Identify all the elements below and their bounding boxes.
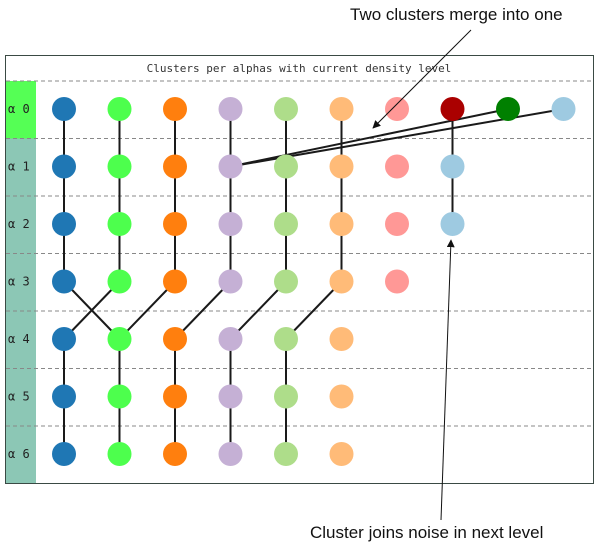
- cluster-edge: [230, 108, 509, 168]
- cluster-node: [274, 97, 298, 121]
- level-separators: [6, 80, 593, 427]
- level-band: [6, 311, 36, 369]
- level-band: [6, 426, 36, 483]
- noise-annotation-arrow: [440, 239, 455, 521]
- level-band: [6, 368, 36, 426]
- cluster-node: [385, 154, 409, 179]
- cluster-node: [218, 97, 243, 121]
- cluster-node: [274, 442, 298, 466]
- cluster-node: [496, 97, 520, 121]
- plot-frame: [5, 55, 594, 484]
- cluster-node: [329, 97, 354, 121]
- cluster-node: [274, 212, 298, 236]
- cluster-node: [385, 97, 409, 121]
- cluster-node: [52, 442, 76, 466]
- cluster-node: [329, 154, 354, 179]
- cluster-node: [163, 212, 187, 236]
- level-band: [6, 81, 36, 139]
- cluster-node: [107, 97, 132, 121]
- cluster-node: [218, 212, 243, 236]
- level-band: [6, 196, 36, 254]
- cluster-node: [274, 384, 298, 409]
- cluster-node: [274, 154, 298, 179]
- level-band: [6, 138, 36, 196]
- cluster-edge: [118, 280, 176, 340]
- cluster-node: [329, 269, 354, 294]
- cluster-node: [274, 327, 298, 351]
- level-band: [6, 253, 36, 311]
- diagram-title: Clusters per alphas with current density…: [147, 62, 452, 75]
- cluster-node: [52, 327, 76, 351]
- level-label: α 0: [8, 102, 30, 116]
- merge-annotation: Two clusters merge into one: [350, 5, 563, 24]
- cluster-node: [163, 442, 187, 466]
- cluster-node: [385, 212, 409, 236]
- cluster-edges: [63, 108, 564, 454]
- merge-annotation-arrow: [372, 29, 472, 129]
- cluster-node: [52, 384, 76, 409]
- cluster-node: [107, 327, 132, 351]
- cluster-edge: [174, 280, 232, 340]
- cluster-node: [52, 269, 76, 294]
- cluster-node: [329, 442, 354, 466]
- cluster-node: [329, 327, 354, 351]
- level-label: α 1: [8, 160, 30, 174]
- level-label: α 5: [8, 390, 30, 404]
- cluster-node: [329, 212, 354, 236]
- cluster-edge: [285, 280, 343, 340]
- cluster-edge: [63, 280, 121, 340]
- cluster-edge: [229, 280, 287, 340]
- cluster-node: [274, 269, 298, 294]
- cluster-node: [52, 212, 76, 236]
- cluster-node: [163, 269, 187, 294]
- level-bands: [6, 81, 36, 483]
- cluster-node: [385, 269, 409, 294]
- noise-annotation: Cluster joins noise in next level: [310, 523, 544, 542]
- cluster-node: [440, 212, 465, 236]
- cluster-node: [218, 327, 243, 351]
- level-label: α 4: [8, 332, 30, 346]
- cluster-node: [218, 154, 243, 179]
- cluster-node: [551, 97, 576, 121]
- level-label: α 6: [8, 447, 30, 461]
- level-labels: α 0 α 1 α 2 α 3 α 4 α 5 α 6: [8, 102, 30, 461]
- cluster-node: [218, 269, 243, 294]
- cluster-node: [107, 442, 132, 466]
- cluster-node: [163, 97, 187, 121]
- cluster-node: [218, 442, 243, 466]
- cluster-node: [163, 327, 187, 351]
- level-label: α 2: [8, 217, 30, 231]
- cluster-node: [163, 154, 187, 179]
- level-label: α 3: [8, 275, 30, 289]
- cluster-node: [163, 384, 187, 409]
- cluster-node: [107, 384, 132, 409]
- cluster-node: [440, 154, 465, 179]
- cluster-node: [218, 384, 243, 409]
- cluster-node: [107, 154, 132, 179]
- cluster-node: [52, 97, 76, 121]
- cluster-node: [107, 269, 132, 294]
- cluster-nodes: [52, 97, 576, 466]
- cluster-node: [52, 154, 76, 179]
- cluster-node: [107, 212, 132, 236]
- cluster-node: [329, 384, 354, 409]
- cluster-node: [440, 97, 465, 121]
